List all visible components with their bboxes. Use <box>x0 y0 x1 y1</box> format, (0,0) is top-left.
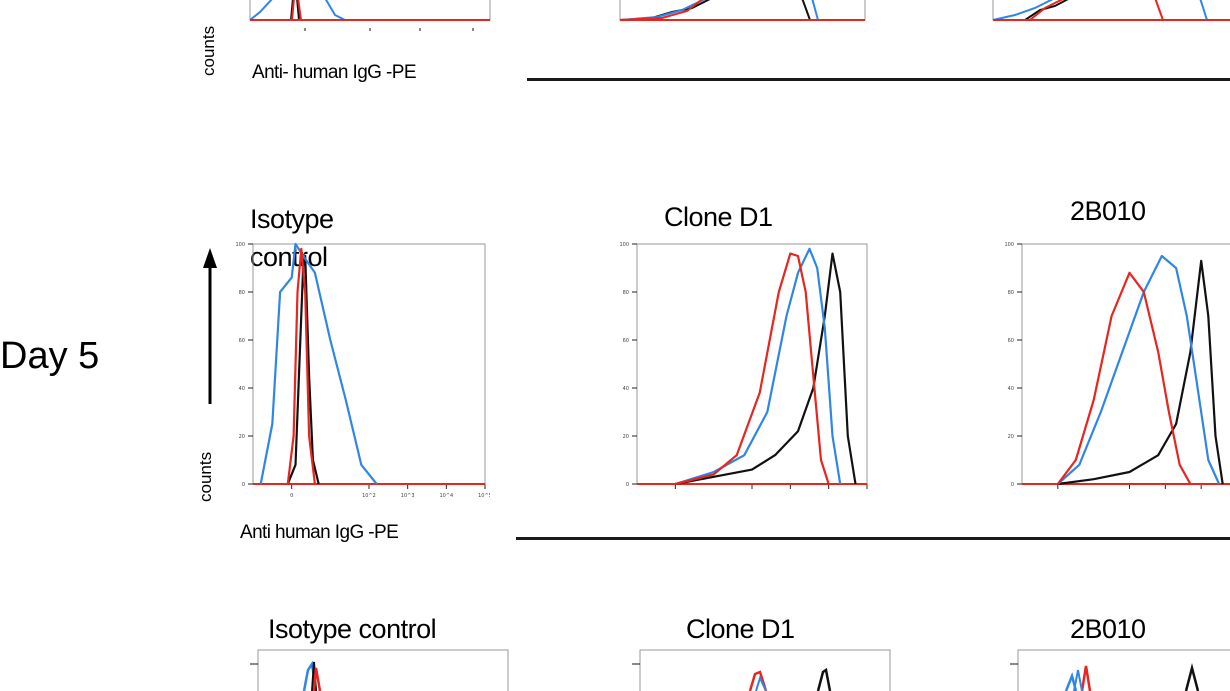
x-tick-label: 0 <box>290 493 293 499</box>
bottom-title-isotype: Isotype control <box>268 614 437 644</box>
series-line-1 <box>1057 254 1221 485</box>
top-counts-axis-label: counts <box>199 25 218 76</box>
y-tick-label: 60 <box>623 338 629 344</box>
counts-arrow-icon <box>203 248 217 404</box>
series-line-1 <box>674 247 842 486</box>
day5-title-isotype: Isotype control <box>250 204 334 272</box>
y-tick-label: 0 <box>1011 482 1014 488</box>
histogram-clone-d1: 0 20 40 60 80 100 <box>619 242 868 489</box>
bottom-panel-2b010 <box>1010 649 1230 691</box>
y-tick-label: 100 <box>619 242 629 248</box>
series-line-2 <box>675 252 830 486</box>
y-tick-label: 0 <box>626 482 629 488</box>
day5-x-axis-label: Anti human IgG -PE <box>240 522 399 543</box>
y-tick-label: 80 <box>623 290 629 296</box>
y-tick-label: 40 <box>1008 386 1014 392</box>
series-line-0 <box>286 254 320 485</box>
x-tick-label: 10^4 <box>439 493 453 499</box>
top-x-axis-label: Anti- human IgG -PE <box>252 62 417 83</box>
day5-counts-axis-label: counts <box>196 451 215 502</box>
top-panel-clone-d1 <box>619 0 866 21</box>
series-line-2 <box>286 247 316 485</box>
top-row-divider <box>527 78 1230 81</box>
y-tick-label: 40 <box>623 386 629 392</box>
y-tick-label: 40 <box>239 386 245 392</box>
top-panel-isotype <box>249 0 491 31</box>
day5-title-clone-d1: Clone D1 <box>664 202 773 232</box>
day5-row-divider <box>516 537 1230 540</box>
y-tick-label: 20 <box>623 434 629 440</box>
histogram-2b010: 0 20 40 60 80 100 <box>1004 242 1230 489</box>
bottom-panel-isotype <box>250 649 509 691</box>
bottom-title-2b010: 2B010 <box>1070 614 1146 644</box>
y-tick-label: 80 <box>1008 290 1014 296</box>
day5-title-2b010: 2B010 <box>1070 196 1146 226</box>
bottom-title-clone-d1: Clone D1 <box>686 614 795 644</box>
series-line-2 <box>1056 271 1192 485</box>
series-line-0 <box>1057 259 1224 486</box>
y-tick-label: 0 <box>242 482 245 488</box>
y-tick-label: 20 <box>239 434 245 440</box>
y-tick-label: 80 <box>239 290 245 296</box>
y-tick-label: 100 <box>1004 242 1014 248</box>
bottom-panel-clone-d1 <box>632 649 891 691</box>
y-tick-label: 20 <box>1008 434 1014 440</box>
y-tick-label: 100 <box>235 242 245 248</box>
top-panel-2b010 <box>992 0 1230 21</box>
series-line-1 <box>259 242 378 485</box>
x-tick-label: 10^2 <box>362 493 376 499</box>
x-tick-label: 10^5 <box>478 493 490 499</box>
y-tick-label: 60 <box>239 338 245 344</box>
plot-frame <box>252 243 486 485</box>
histogram-isotype-control: 0 20 40 60 80 100 0 10^2 10^3 10^4 10^5 <box>235 242 490 499</box>
y-tick-label: 60 <box>1008 338 1014 344</box>
x-tick-label: 10^3 <box>401 493 415 499</box>
plot-frame <box>636 243 868 485</box>
day-label: Day 5 <box>0 335 100 377</box>
